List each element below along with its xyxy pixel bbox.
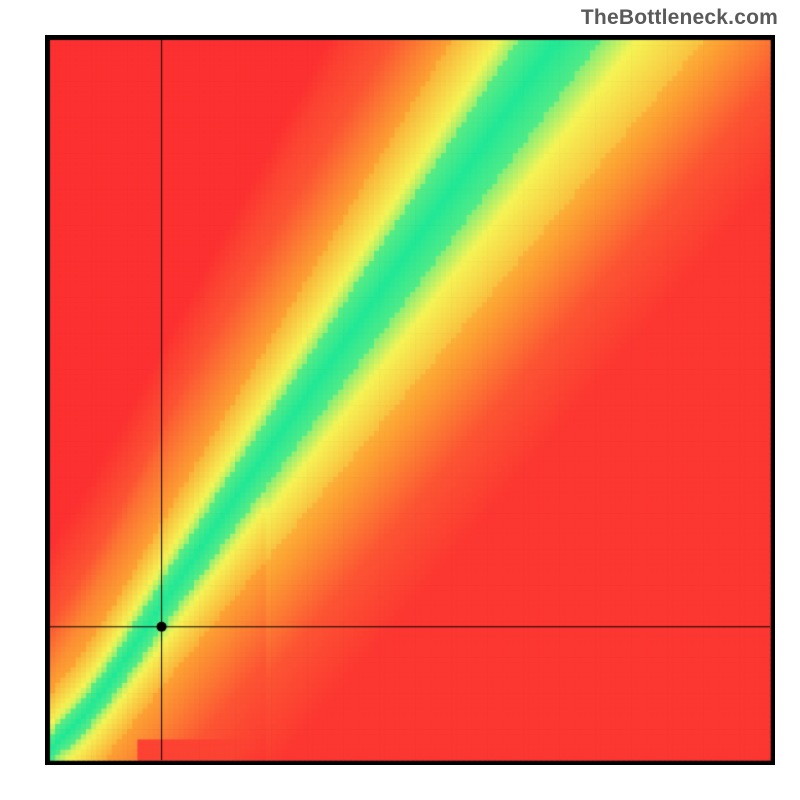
watermark-text: TheBottleneck.com: [581, 6, 778, 30]
bottleneck-heatmap: [45, 35, 775, 765]
chart-container: TheBottleneck.com: [0, 0, 800, 800]
